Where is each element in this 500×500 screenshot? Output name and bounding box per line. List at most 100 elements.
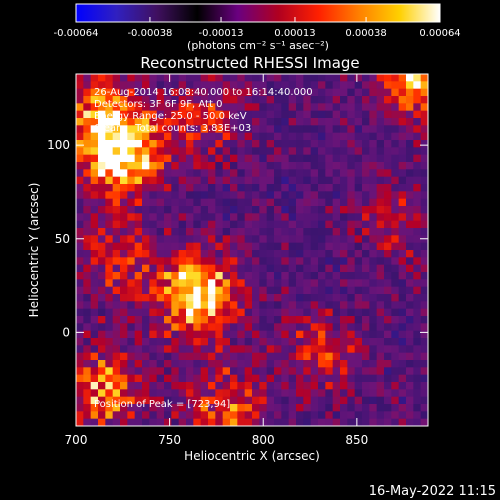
heatmap-cell — [171, 418, 180, 427]
heatmap-cell — [142, 176, 150, 185]
heatmap-cell — [318, 418, 326, 427]
heatmap-cell — [112, 301, 121, 310]
heatmap-cell — [171, 316, 180, 324]
heatmap-cell — [252, 184, 260, 192]
heatmap-cell — [171, 242, 180, 251]
heatmap-cell — [149, 360, 158, 368]
heatmap-cell — [384, 132, 392, 141]
heatmap-cell — [406, 352, 414, 361]
heatmap-cell — [391, 140, 400, 148]
heatmap-cell — [420, 125, 429, 134]
heatmap-cell — [303, 396, 312, 405]
heatmap-cell — [369, 323, 378, 332]
heatmap-cell — [171, 264, 180, 273]
heatmap-cell — [244, 125, 253, 134]
heatmap-cell — [413, 316, 422, 324]
heatmap-cell — [259, 154, 268, 163]
heatmap-cell — [178, 360, 187, 368]
heatmap-cell — [200, 367, 209, 376]
colorbar-tick-label: -0.00038 — [127, 28, 172, 39]
heatmap-cell — [413, 382, 422, 390]
heatmap-cell — [105, 308, 114, 317]
heatmap-cell — [266, 382, 275, 390]
heatmap-cell — [120, 74, 128, 82]
heatmap-cell — [296, 345, 304, 354]
x-tick-label: 850 — [345, 433, 368, 447]
heatmap-cell — [252, 242, 260, 251]
heatmap-cell — [281, 140, 290, 148]
heatmap-cell — [186, 176, 194, 185]
heatmap-cell — [288, 323, 297, 332]
heatmap-cell — [193, 323, 202, 332]
heatmap-cell — [413, 88, 422, 97]
heatmap-cell — [200, 352, 209, 361]
heatmap-cell — [354, 352, 363, 361]
heatmap-cell — [120, 250, 128, 258]
heatmap-cell — [362, 184, 370, 192]
heatmap-cell — [384, 272, 392, 280]
heatmap-cell — [259, 213, 268, 222]
heatmap-cell — [112, 308, 121, 317]
heatmap-cell — [83, 81, 92, 90]
heatmap-cell — [310, 96, 319, 104]
heatmap-cell — [127, 286, 136, 295]
heatmap-cell — [274, 286, 282, 295]
heatmap-cell — [112, 154, 121, 163]
heatmap-cell — [142, 396, 150, 405]
heatmap-cell — [376, 250, 385, 258]
heatmap-cell — [340, 294, 348, 302]
heatmap-cell — [259, 316, 268, 324]
heatmap-cell — [90, 345, 99, 354]
heatmap-cell — [318, 382, 326, 390]
heatmap-cell — [90, 81, 99, 90]
heatmap-cell — [252, 147, 260, 156]
heatmap-cell — [332, 140, 341, 148]
heatmap-cell — [266, 162, 275, 170]
heatmap-cell — [391, 235, 400, 244]
heatmap-cell — [156, 418, 165, 427]
heatmap-cell — [215, 110, 224, 119]
heatmap-cell — [376, 367, 385, 376]
heatmap-cell — [171, 81, 180, 90]
heatmap-cell — [369, 374, 378, 383]
heatmap-cell — [266, 213, 275, 222]
heatmap-cell — [340, 360, 348, 368]
heatmap-cell — [413, 213, 422, 222]
heatmap-cell — [186, 220, 194, 229]
heatmap-cell — [222, 338, 231, 346]
heatmap-cell — [318, 184, 326, 192]
heatmap-cell — [332, 162, 341, 170]
heatmap-cell — [200, 147, 209, 156]
heatmap-cell — [288, 250, 297, 258]
heatmap-cell — [420, 286, 429, 295]
heatmap-cell — [237, 345, 246, 354]
heatmap-cell — [325, 301, 334, 310]
heatmap-cell — [244, 74, 253, 82]
heatmap-cell — [200, 250, 209, 258]
heatmap-cell — [332, 198, 341, 207]
heatmap-cell — [230, 308, 238, 317]
heatmap-cell — [369, 198, 378, 207]
heatmap-cell — [149, 103, 158, 112]
heatmap-cell — [252, 103, 260, 112]
heatmap-cell — [222, 330, 231, 339]
heatmap-cell — [127, 110, 136, 119]
heatmap-cell — [325, 330, 334, 339]
heatmap-cell — [215, 352, 224, 361]
heatmap-cell — [156, 345, 165, 354]
heatmap-cell — [420, 396, 429, 405]
heatmap-cell — [134, 279, 143, 288]
heatmap-cell — [406, 206, 414, 214]
heatmap-cell — [281, 404, 290, 412]
heatmap-cell — [325, 110, 334, 119]
heatmap-cell — [156, 198, 165, 207]
heatmap-cell — [83, 235, 92, 244]
heatmap-cell — [252, 411, 260, 420]
heatmap-cell — [90, 264, 99, 273]
heatmap-cell — [222, 118, 231, 126]
heatmap-cell — [384, 162, 392, 170]
heatmap-cell — [369, 191, 378, 200]
heatmap-cell — [266, 250, 275, 258]
heatmap-cell — [164, 338, 172, 346]
heatmap-cell — [98, 213, 106, 222]
